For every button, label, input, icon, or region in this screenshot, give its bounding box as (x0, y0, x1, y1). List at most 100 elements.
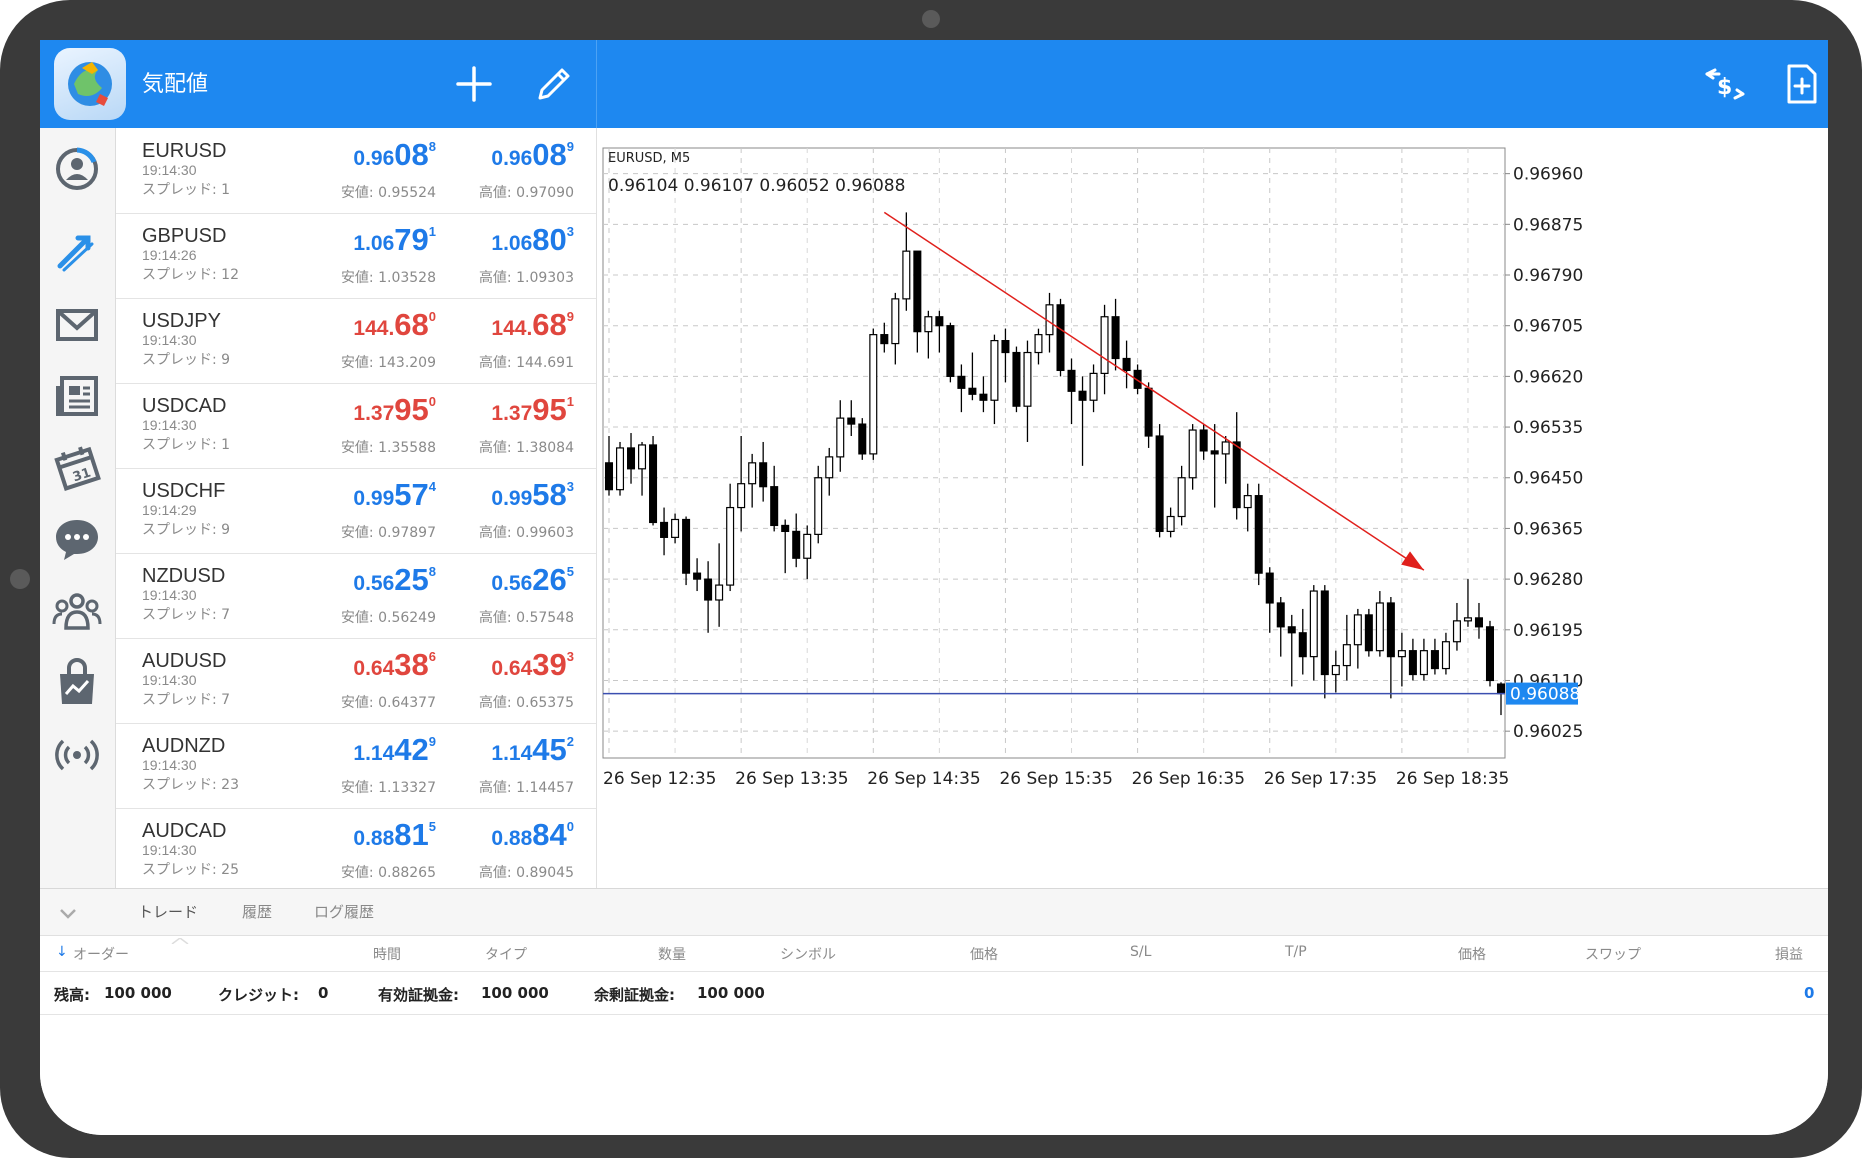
ask-price[interactable]: 0.88840 (491, 817, 574, 853)
ask-price-small-digits: 144. (491, 317, 533, 340)
signal-icon[interactable] (50, 728, 104, 782)
quote-row-gbpusd[interactable]: GBPUSD 19:14:26 スプレッド: 12 1.06791 1.06803 安値:… (116, 213, 596, 299)
col-sl[interactable]: S/L (1130, 944, 1152, 960)
ask-price-big-digits: 95 (532, 392, 567, 427)
bid-price-small-digits: 0.88 (353, 827, 395, 850)
community-icon[interactable] (50, 584, 104, 638)
bid-price[interactable]: 0.96088 (353, 137, 436, 173)
ask-price[interactable]: 1.14452 (491, 732, 574, 768)
sort-down-arrow-icon[interactable]: ↓ (56, 944, 68, 960)
price-chart[interactable]: 0.96960 0.96875 0.96790 0.96705 0.96620 0.965… (597, 128, 1828, 888)
candle (649, 436, 658, 526)
ask-price-pip-digits: 3 (566, 479, 574, 494)
ask-price[interactable]: 0.64393 (491, 647, 574, 683)
candle (1342, 614, 1351, 681)
candle-body-down (1133, 369, 1142, 389)
credit-label: クレジット: (218, 986, 299, 1004)
ask-price[interactable]: 1.37951 (491, 392, 574, 428)
ask-price[interactable]: 144.689 (491, 307, 574, 343)
calendar-icon[interactable]: 31 (50, 440, 104, 494)
quote-low: 安値: 0.97897 (340, 525, 436, 541)
candle-body-down (1485, 626, 1495, 682)
bid-price[interactable]: 0.99574 (353, 477, 436, 513)
ask-price[interactable]: 1.06803 (491, 222, 574, 258)
bid-price[interactable]: 0.56258 (353, 562, 436, 598)
ask-price-small-digits: 1.06 (491, 232, 533, 255)
mail-icon[interactable] (50, 298, 104, 352)
bid-price[interactable]: 1.37950 (353, 392, 436, 428)
candle (924, 310, 933, 359)
candle-body-down (1111, 316, 1120, 360)
chat-icon[interactable] (50, 512, 104, 566)
ask-price-big-digits: 80 (532, 222, 567, 257)
tab-history[interactable]: 履歴 (242, 903, 273, 921)
col-symbol[interactable]: シンボル (780, 947, 836, 963)
ask-price[interactable]: 0.96089 (491, 137, 574, 173)
quote-symbol: EURUSD (142, 140, 227, 162)
col-time[interactable]: 時間 (373, 947, 401, 963)
candle-body-down (704, 578, 713, 601)
candle (1463, 579, 1472, 627)
candle (1221, 436, 1230, 484)
candle (638, 441, 647, 496)
quote-high: 高値: 0.99603 (478, 525, 574, 541)
pencil-icon[interactable] (530, 60, 578, 108)
bid-price-big-digits: 08 (394, 137, 429, 172)
quote-spread: スプレッド: 9 (142, 352, 231, 368)
bid-price-small-digits: 0.64 (353, 657, 395, 680)
col-volume[interactable]: 数量 (658, 947, 686, 963)
tab-log-history[interactable]: ログ履歴 (314, 903, 375, 921)
bid-price-pip-digits: 4 (428, 479, 436, 494)
col-swap[interactable]: スワップ (1585, 947, 1641, 963)
ask-price[interactable]: 0.99583 (491, 477, 574, 513)
candle-body-down (957, 375, 966, 389)
news-icon[interactable] (50, 368, 104, 422)
col-profit[interactable]: 損益 (1775, 947, 1803, 963)
candle-body-down (1408, 650, 1417, 676)
candle (1111, 298, 1120, 371)
col-price[interactable]: 価格 (970, 947, 998, 963)
tab-trade[interactable]: トレード (138, 903, 199, 921)
quote-row-nzdusd[interactable]: NZDUSD 19:14:30 スプレッド: 7 0.56258 0.56265 安値: … (116, 553, 596, 639)
y-tick-label: 0.96280 (1513, 570, 1583, 590)
candle-body-up (1441, 641, 1450, 670)
candle-body-down (1265, 572, 1274, 604)
candle (671, 513, 680, 544)
candle (1166, 507, 1175, 538)
chart-symbol-label: EURUSD, M5 (608, 151, 690, 166)
y-tick-label: 0.96535 (1513, 418, 1583, 438)
plus-icon[interactable] (450, 60, 498, 108)
ask-price[interactable]: 0.56265 (491, 562, 574, 598)
quote-row-audcad[interactable]: AUDCAD 19:14:30 スプレッド: 25 0.88815 0.88840 安値:… (116, 808, 596, 894)
quote-row-eurusd[interactable]: EURUSD 19:14:30 スプレッド: 1 0.96088 0.96089 安値: … (116, 128, 596, 214)
account-icon[interactable] (50, 142, 104, 196)
candle-body-down (1474, 617, 1483, 628)
bid-price[interactable]: 1.14429 (353, 732, 436, 768)
bid-price[interactable]: 0.88815 (353, 817, 436, 853)
quote-row-usdjpy[interactable]: USDJPY 19:14:30 スプレッド: 9 144.680 144.689 安値: … (116, 298, 596, 384)
market-icon[interactable] (50, 656, 104, 710)
bid-price[interactable]: 0.64386 (353, 647, 436, 683)
candle (902, 212, 911, 311)
bid-price[interactable]: 1.06791 (353, 222, 436, 258)
quote-row-usdchf[interactable]: USDCHF 19:14:29 スプレッド: 9 0.99574 0.99583 安値: … (116, 468, 596, 554)
col-type[interactable]: タイプ (485, 947, 527, 963)
col-tp[interactable]: T/P (1285, 944, 1307, 960)
col-price-current[interactable]: 価格 (1458, 947, 1486, 963)
new-document-icon[interactable] (1777, 60, 1825, 108)
candle-body-up (1089, 372, 1098, 401)
trade-arrows-icon[interactable] (50, 226, 104, 280)
header-divider (596, 40, 597, 128)
col-order[interactable]: オーダー (73, 947, 129, 963)
header-bar-quotes: 気配値 (40, 40, 596, 128)
quote-row-usdcad[interactable]: USDCAD 19:14:30 スプレッド: 1 1.37950 1.37951 安値: … (116, 383, 596, 469)
chevron-down-icon[interactable] (54, 899, 82, 931)
quote-row-audusd[interactable]: AUDUSD 19:14:30 スプレッド: 7 0.64386 0.64393 安値: … (116, 638, 596, 724)
quote-time: 19:14:30 (142, 672, 197, 688)
trade-dollar-icon[interactable]: $ (1701, 60, 1749, 108)
quote-row-audnzd[interactable]: AUDNZD 19:14:30 スプレッド: 23 1.14429 1.14452 安値:… (116, 723, 596, 809)
candle (737, 436, 746, 532)
app-logo-icon[interactable] (54, 48, 126, 120)
candle-body-down (1155, 435, 1164, 533)
bid-price[interactable]: 144.680 (353, 307, 436, 343)
